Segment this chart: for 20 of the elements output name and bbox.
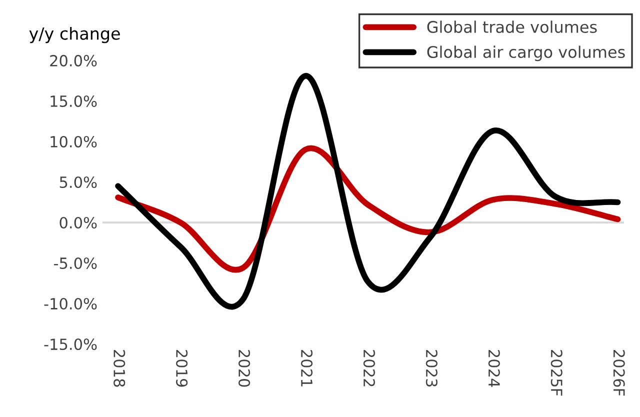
x-tick-label: 2019 xyxy=(176,350,188,387)
x-tick-label: 2020 xyxy=(238,350,250,387)
y-tick-label: -15.0% xyxy=(44,338,97,350)
y-tick-label: 10.0% xyxy=(50,136,97,148)
y-tick-label: 5.0% xyxy=(60,176,97,188)
x-tick-label: 2022 xyxy=(363,350,376,386)
x-tick-label: 2021 xyxy=(300,350,313,386)
x-tick-label: 2023 xyxy=(426,350,438,387)
y-tick-label: 15.0% xyxy=(50,95,97,107)
legend-label: Global air cargo volumes xyxy=(427,46,625,62)
y-tick-label: 20.0% xyxy=(50,54,97,66)
legend-label: Global trade volumes xyxy=(427,20,597,33)
x-tick-label: 2024 xyxy=(488,350,500,387)
y-tick-label: 0.0% xyxy=(60,216,97,229)
y-tick-label: -5.0% xyxy=(54,257,97,270)
x-tick-label: 2026F xyxy=(613,350,625,396)
y-tick-label: -10.0% xyxy=(44,298,97,310)
x-tick-label: 2025F xyxy=(550,350,562,396)
x-tick-label: 2018 xyxy=(114,350,126,387)
y-axis-title: y/y change xyxy=(29,26,120,44)
